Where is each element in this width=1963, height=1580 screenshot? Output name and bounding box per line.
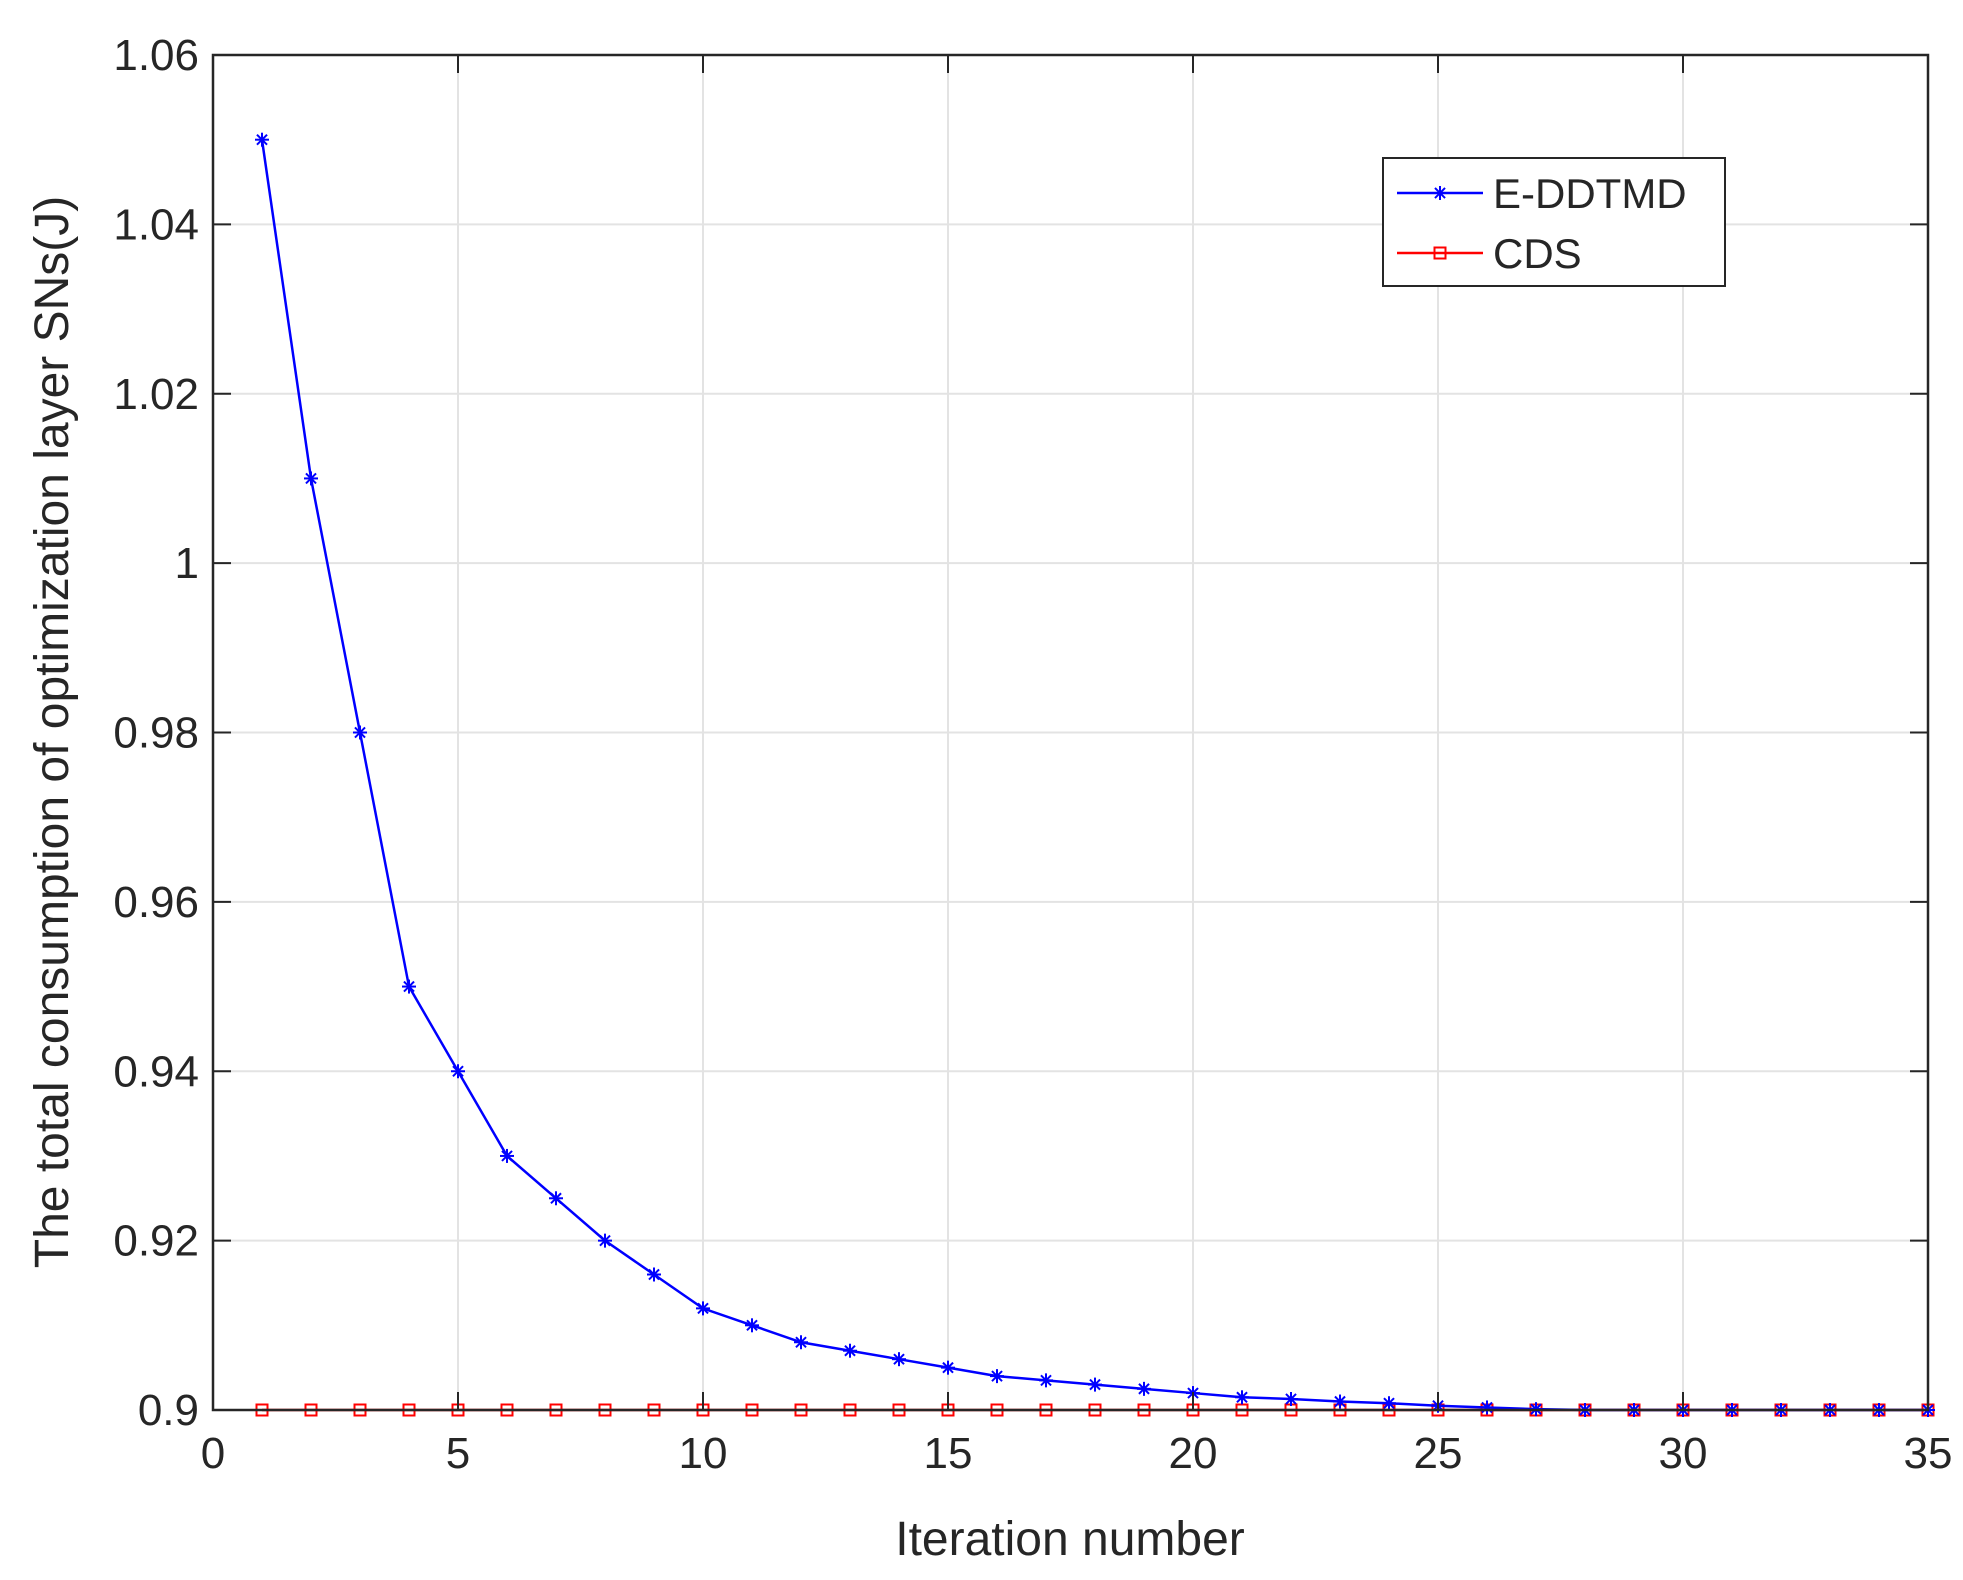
data-point — [1333, 1394, 1347, 1409]
asterisk-stroke — [1138, 1383, 1150, 1395]
asterisk-stroke — [795, 1336, 807, 1348]
asterisk-stroke — [1434, 187, 1446, 199]
legend-entry: CDS — [1397, 230, 1582, 277]
data-point — [1284, 1391, 1298, 1406]
y-tick-label: 1.06 — [113, 31, 199, 80]
data-point — [941, 1360, 955, 1375]
data-point — [1382, 1396, 1396, 1411]
data-point — [549, 1191, 563, 1206]
data-point — [500, 1148, 514, 1163]
data-point — [1088, 1377, 1102, 1392]
x-tick-label: 35 — [1904, 1429, 1953, 1478]
y-tick-label: 0.9 — [138, 1386, 199, 1435]
data-point — [304, 471, 318, 486]
data-point — [794, 1335, 808, 1350]
x-tick-label: 10 — [679, 1429, 728, 1478]
legend-box — [1382, 157, 1726, 287]
y-tick-label: 0.98 — [113, 709, 199, 758]
x-tick-label: 0 — [201, 1429, 225, 1478]
data-point — [843, 1343, 857, 1358]
asterisk-stroke — [550, 1192, 562, 1205]
data-point — [696, 1301, 710, 1316]
data-point — [1039, 1373, 1053, 1388]
x-tick-label: 25 — [1414, 1429, 1463, 1478]
y-tick-label: 0.92 — [113, 1217, 199, 1266]
y-tick-label: 0.96 — [113, 878, 199, 927]
axes-box — [211, 53, 1930, 1412]
asterisk-stroke — [942, 1361, 954, 1374]
x-axis-label: Iteration number — [895, 1513, 1245, 1566]
asterisk-stroke — [354, 726, 366, 739]
legend-label: E-DDTMD — [1493, 170, 1687, 217]
y-axis-label: The total consumption of optimization la… — [26, 196, 79, 1268]
x-tick-label: 15 — [924, 1429, 973, 1478]
data-point — [451, 1064, 465, 1079]
axes-layer — [211, 53, 1930, 1412]
asterisk-stroke — [452, 1065, 464, 1077]
y-tick-label: 1 — [175, 539, 199, 588]
data-point — [598, 1233, 612, 1248]
asterisk-stroke — [1334, 1395, 1346, 1408]
grid-lines — [213, 55, 1928, 1410]
asterisk-stroke — [256, 133, 268, 146]
asterisk-stroke — [991, 1370, 1003, 1382]
asterisk-stroke — [305, 472, 317, 485]
data-point — [255, 132, 269, 147]
data-point — [1137, 1381, 1151, 1396]
data-point — [1235, 1390, 1249, 1405]
data-point — [990, 1369, 1004, 1384]
asterisk-stroke — [599, 1234, 611, 1247]
tick-labels: 0 5 10 15 20 25 30 35 0.9 0.92 0.94 0.96 0.98 1 1.02 1.… — [113, 31, 1952, 1478]
data-point — [892, 1352, 906, 1367]
asterisk-stroke — [893, 1353, 905, 1365]
legend-label: CDS — [1493, 230, 1582, 277]
asterisk-stroke — [844, 1344, 856, 1357]
x-tick-label: 5 — [446, 1429, 470, 1478]
asterisk-stroke — [697, 1302, 709, 1315]
data-point — [1480, 1400, 1494, 1415]
data-point — [647, 1267, 661, 1282]
legend-entry: E-DDTMD — [1397, 170, 1687, 217]
asterisk-stroke — [1285, 1393, 1297, 1405]
y-tick-label: 1.02 — [113, 370, 199, 419]
asterisk-stroke — [501, 1150, 513, 1162]
legend: E-DDTMD CDS — [1382, 157, 1726, 287]
asterisk-stroke — [1040, 1374, 1052, 1387]
data-point — [745, 1318, 759, 1333]
data-point — [402, 979, 416, 994]
asterisk-stroke — [648, 1268, 660, 1281]
asterisk-stroke — [403, 980, 415, 993]
legend-marker — [1433, 186, 1447, 200]
y-tick-label: 0.94 — [113, 1047, 199, 1096]
asterisk-stroke — [1089, 1378, 1101, 1391]
data-point — [353, 725, 367, 740]
legend-marker — [1433, 246, 1447, 260]
y-tick-label: 1.04 — [113, 200, 199, 249]
asterisk-stroke — [746, 1319, 758, 1332]
asterisk-stroke — [1236, 1391, 1248, 1404]
x-tick-label: 30 — [1659, 1429, 1708, 1478]
x-tick-label: 20 — [1169, 1429, 1218, 1478]
asterisk-stroke — [1383, 1397, 1395, 1409]
